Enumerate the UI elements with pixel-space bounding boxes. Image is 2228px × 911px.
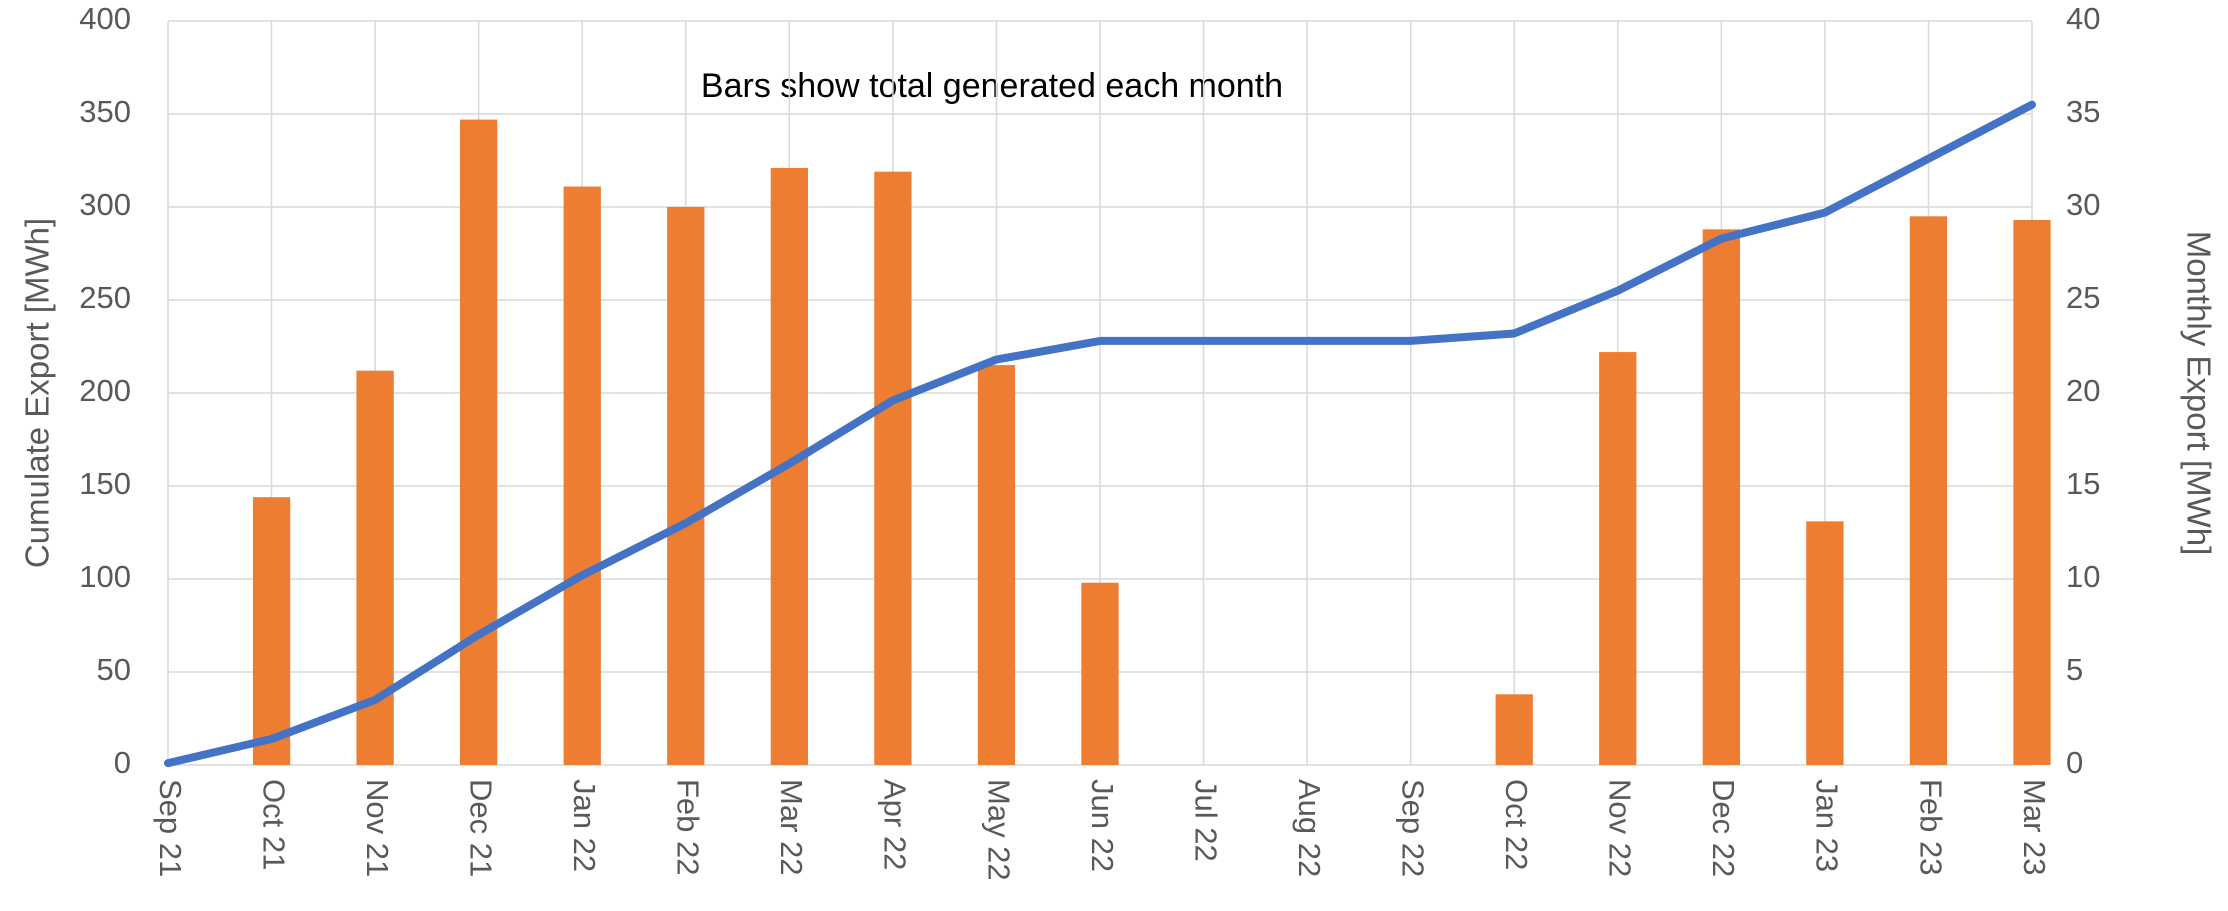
x-tick-label: Dec 21	[463, 779, 498, 877]
y-tick-label: 250	[79, 280, 131, 315]
y2-axis-title: Monthly Export [MWh]	[2180, 231, 2217, 556]
x-tick-label: Jan 22	[567, 779, 602, 872]
y2-tick-label: 5	[2066, 652, 2083, 687]
bar	[1806, 521, 1844, 765]
bar	[667, 207, 705, 765]
y-tick-label: 0	[114, 745, 131, 780]
bar	[1495, 694, 1533, 765]
x-tick-label: Apr 22	[878, 779, 913, 870]
y-tick-label: 350	[79, 94, 131, 129]
bar	[460, 119, 498, 765]
x-tick-label: Jul 22	[1188, 779, 1223, 862]
annotation: Bars show total generated each month	[701, 67, 1283, 105]
y-axis-title: Cumulate Export [MWh]	[19, 218, 56, 568]
bar	[252, 497, 291, 765]
y2-tick-label: 25	[2066, 280, 2100, 315]
y2-tick-label: 0	[2066, 745, 2083, 780]
x-tick-label: Oct 22	[1499, 779, 1534, 870]
y-tick-label: 300	[79, 187, 131, 222]
y-tick-label: 50	[97, 652, 131, 687]
y-tick-label: 200	[79, 373, 131, 408]
x-tick-label: Aug 22	[1292, 779, 1327, 877]
x-tick-label: Sep 21	[153, 779, 188, 877]
bar	[1909, 216, 1948, 766]
x-tick-label: Nov 22	[1603, 779, 1638, 877]
y2-tick-label: 10	[2066, 559, 2100, 594]
x-tick-label: Oct 21	[256, 779, 291, 870]
line	[164, 100, 2036, 768]
y-tick-label: 100	[79, 559, 131, 594]
x-tick-label: Nov 21	[360, 779, 395, 877]
x-tick-label: Feb 22	[671, 779, 706, 876]
bar	[1599, 352, 1637, 765]
x-tick-label: Jan 23	[1810, 779, 1845, 872]
y2-tick-label: 15	[2066, 466, 2100, 501]
bar	[1081, 582, 1119, 765]
bar	[874, 171, 912, 765]
x-tick-label: Mar 22	[774, 779, 809, 875]
y2-tick-label: 30	[2066, 187, 2100, 222]
bar	[977, 365, 1016, 765]
bar	[563, 186, 601, 766]
y-tick-label: 400	[79, 1, 131, 36]
bar	[2013, 220, 2051, 765]
y-tick-label: 150	[79, 466, 131, 501]
bar	[1702, 229, 1740, 765]
x-tick-label: Sep 22	[1395, 779, 1430, 877]
x-tick-label: Mar 23	[2017, 779, 2052, 875]
x-tick-label: Jun 22	[1085, 779, 1120, 872]
x-tick-label: Dec 22	[1706, 779, 1741, 877]
x-tick-label: Feb 23	[1913, 779, 1948, 876]
x-tick-label: May 22	[981, 779, 1016, 881]
y2-tick-label: 20	[2066, 373, 2100, 408]
y2-tick-label: 40	[2066, 1, 2100, 36]
y2-tick-label: 35	[2066, 94, 2100, 129]
